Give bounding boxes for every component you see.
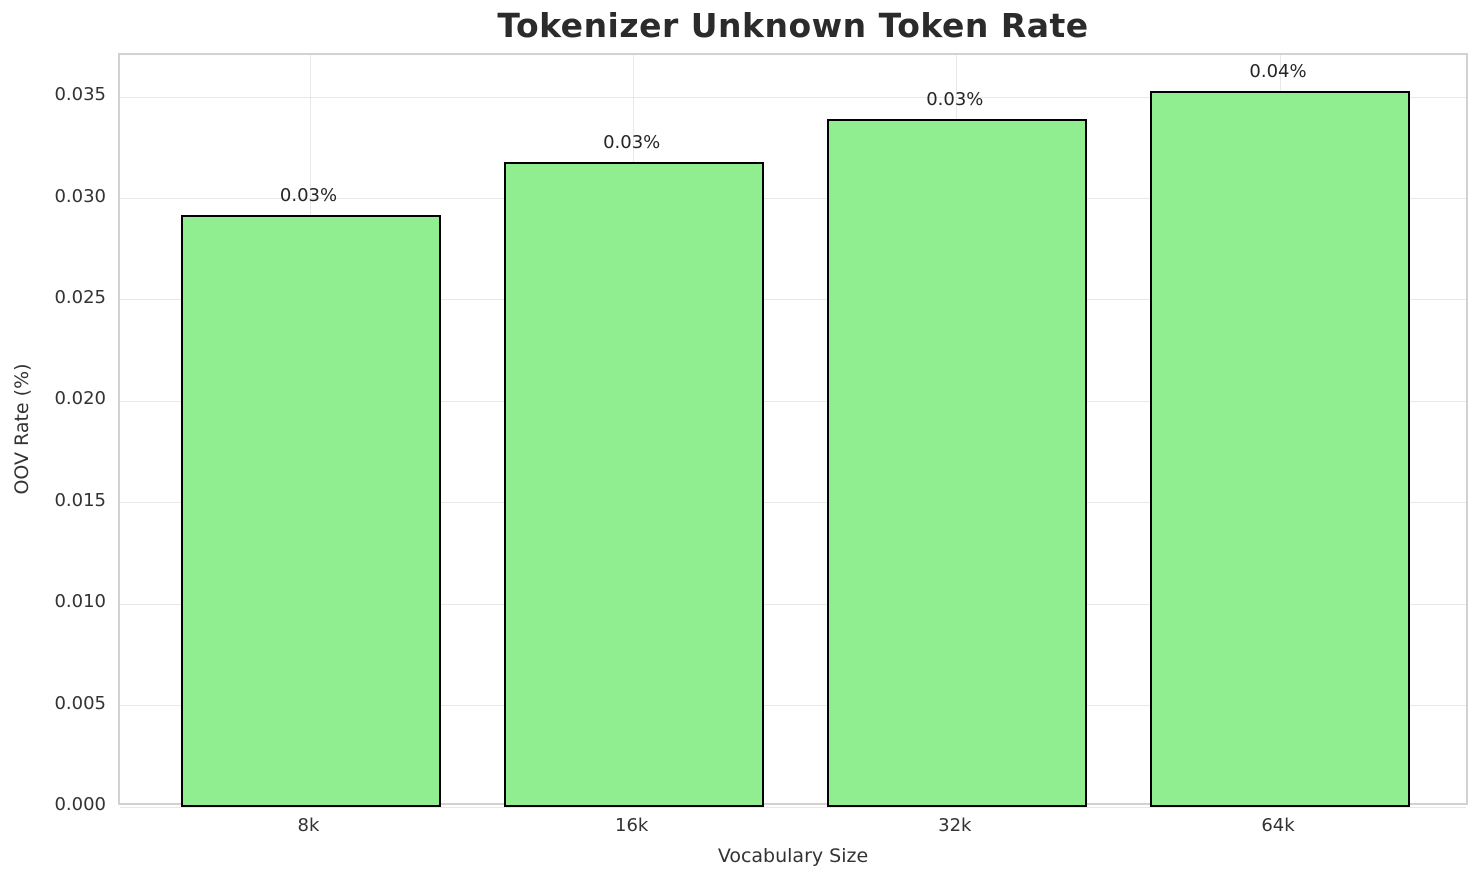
bar-value-label: 0.03% — [603, 132, 661, 154]
h-gridline — [120, 299, 1466, 301]
plot-area — [118, 53, 1468, 808]
x-tick-label: 8k — [297, 815, 320, 836]
y-tick-label: 0.025 — [54, 286, 106, 308]
x-tick-label: 16k — [615, 815, 649, 836]
h-gridline — [120, 806, 1466, 808]
h-gridline — [120, 400, 1466, 402]
bar-64k — [1150, 91, 1410, 807]
x-tick-label: 32k — [938, 815, 972, 836]
bar-32k — [826, 119, 1087, 807]
y-tick-label: 0.000 — [54, 794, 106, 815]
x-tick-label: 64k — [1261, 815, 1295, 836]
bar-16k — [503, 162, 764, 807]
y-tick-label: 0.005 — [54, 692, 106, 714]
y-tick-label: 0.015 — [54, 489, 106, 511]
x-axis-label: Vocabulary Size — [717, 845, 869, 867]
y-axis-label: OOV Rate (%) — [11, 363, 33, 495]
h-gridline — [120, 198, 1466, 200]
y-tick-label: 0.035 — [54, 84, 106, 106]
bar-value-label: 0.03% — [926, 89, 984, 111]
y-tick-label: 0.020 — [54, 388, 106, 410]
y-tick-label: 0.010 — [54, 591, 106, 613]
h-gridline — [120, 502, 1466, 504]
bar-value-label: 0.03% — [279, 184, 338, 206]
bar-8k — [180, 214, 441, 807]
bar-value-label: 0.04% — [1249, 61, 1307, 83]
y-tick-label: 0.030 — [54, 185, 106, 207]
h-gridline — [120, 603, 1466, 605]
h-gridline — [120, 705, 1466, 707]
h-gridline — [120, 96, 1466, 98]
chart-title: Tokenizer Unknown Token Rate — [497, 6, 1089, 45]
